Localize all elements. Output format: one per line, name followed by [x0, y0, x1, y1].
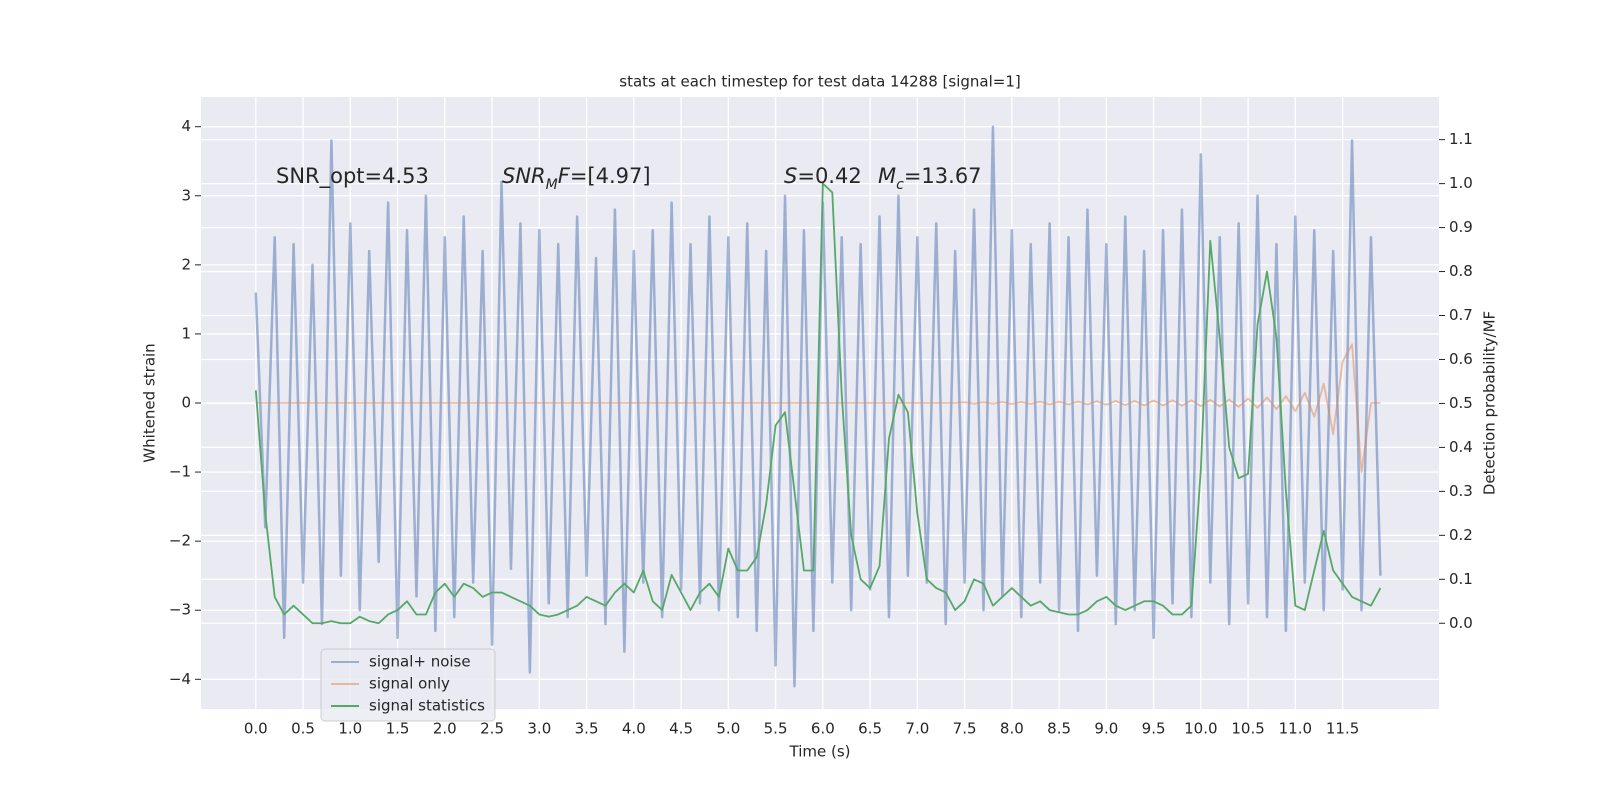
y-tick-label: 1 [181, 324, 191, 342]
x-tick-label: 3.5 [575, 720, 599, 738]
y-tick-label: −3 [169, 601, 191, 619]
y2-tick-label: 0.9 [1449, 218, 1473, 236]
y-tick-label: 2 [181, 255, 191, 273]
legend-box [320, 648, 496, 722]
y2-tick-label: 0.7 [1449, 306, 1473, 324]
y2-tick-label: 0.4 [1449, 438, 1473, 456]
x-tick-label: 2.5 [480, 720, 504, 738]
annotation: Mc=13.67 [878, 164, 982, 193]
y-tick-label: 0 [181, 394, 191, 412]
y2-tick-label: 0.5 [1449, 394, 1473, 412]
x-tick-label: 0.0 [244, 720, 268, 738]
y2-tick-label: 1.1 [1449, 130, 1473, 148]
annotation-part: F [558, 164, 571, 188]
annotation-part: S [784, 164, 797, 188]
legend-label: signal only [369, 675, 450, 693]
y-tick-label: −1 [169, 463, 191, 481]
x-tick-label: 6.0 [811, 720, 835, 738]
x-tick-label: 7.0 [905, 720, 929, 738]
x-tick-label: 8.0 [1000, 720, 1024, 738]
annotation-part: M [546, 177, 558, 193]
y2-tick-label: 0.3 [1449, 482, 1473, 500]
annotation-part: SNR_opt=4.53 [276, 164, 429, 189]
x-tick-label: 5.5 [764, 720, 788, 738]
annotation-part: M [878, 164, 896, 188]
annotation-part: =0.42 [797, 164, 861, 188]
x-tick-label: 6.5 [858, 720, 882, 738]
legend-label: signal statistics [369, 697, 485, 715]
x-tick-label: 2.0 [433, 720, 457, 738]
y2-tick-label: 1.0 [1449, 174, 1473, 192]
x-tick-label: 11.5 [1326, 720, 1359, 738]
y2-tick-label: 0.8 [1449, 262, 1473, 280]
x-tick-label: 9.0 [1094, 720, 1118, 738]
series-line [254, 125, 1382, 688]
x-tick-label: 4.5 [669, 720, 693, 738]
legend-label: signal+ noise [369, 653, 471, 671]
x-tick-label: 0.5 [291, 720, 315, 738]
annotation: SNR_opt=4.53 [276, 164, 429, 189]
y-tick-label: −2 [169, 532, 191, 550]
y-tick-label: 3 [181, 186, 191, 204]
x-tick-label: 10.5 [1231, 720, 1264, 738]
x-tick-label: 8.5 [1047, 720, 1071, 738]
y2-tick-label: 0.1 [1449, 570, 1473, 588]
y2-axis-label: Detection probability/MF [1481, 311, 1499, 495]
y-tick-label: 4 [181, 117, 191, 135]
y-tick-label: −4 [169, 670, 191, 688]
annotation-part: c [896, 177, 904, 193]
x-tick-label: 1.0 [338, 720, 362, 738]
annotation-part: =13.67 [904, 164, 982, 188]
series-line [254, 182, 1382, 625]
annotation: SNRMF=[4.97] [502, 164, 651, 193]
y2-tick-label: 0.6 [1449, 350, 1473, 368]
x-tick-label: 10.0 [1184, 720, 1217, 738]
x-tick-label: 3.0 [527, 720, 551, 738]
annotation-part: SNR [502, 164, 546, 188]
x-tick-label: 9.5 [1142, 720, 1166, 738]
y2-tick-label: 0.0 [1449, 614, 1473, 632]
x-tick-label: 4.0 [622, 720, 646, 738]
x-tick-label: 1.5 [386, 720, 410, 738]
x-tick-label: 11.0 [1279, 720, 1312, 738]
x-tick-label: 7.5 [953, 720, 977, 738]
chart-title: stats at each timestep for test data 142… [619, 73, 1020, 91]
y2-tick-label: 0.2 [1449, 526, 1473, 544]
annotation: S=0.42 [784, 164, 862, 188]
annotation-part: =[4.97] [570, 164, 651, 188]
x-axis-label: Time (s) [789, 743, 851, 761]
y-axis-label: Whitened strain [141, 343, 159, 462]
x-tick-label: 5.0 [716, 720, 740, 738]
